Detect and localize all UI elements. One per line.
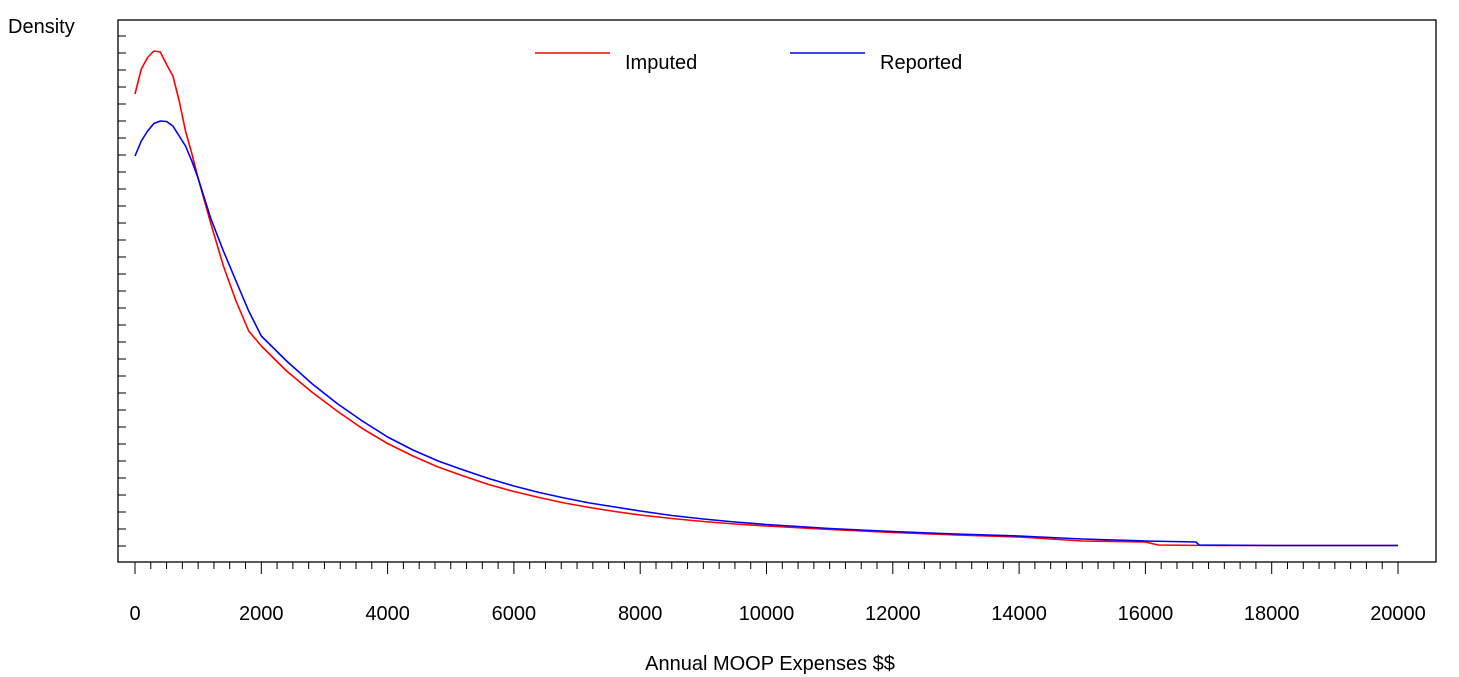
legend-label-imputed: Imputed: [625, 52, 697, 74]
x-axis-tick-labels: 0 2000 4000 6000 8000 10000 12000 14000 16000 180…: [129, 603, 1425, 625]
x-tick-label: 8000: [618, 603, 663, 625]
x-axis-title: Annual MOOP Expenses $$: [645, 653, 895, 675]
series-line-reported: [134, 120, 1398, 547]
x-tick-label: 12000: [865, 603, 921, 625]
x-tick-label: 16000: [1118, 603, 1174, 625]
x-tick-label: 6000: [492, 603, 537, 625]
series-line-imputed: [134, 50, 1398, 547]
legend: Imputed Reported: [535, 52, 962, 74]
x-tick-label: 4000: [365, 603, 410, 625]
x-tick-label: 14000: [991, 603, 1047, 625]
y-axis-ticks: [118, 35, 126, 547]
legend-label-reported: Reported: [880, 52, 962, 74]
y-axis-title: Density: [8, 16, 75, 38]
series-layer: [134, 50, 1398, 547]
x-tick-label: 20000: [1370, 603, 1426, 625]
x-tick-label: 2000: [239, 603, 284, 625]
plot-frame: [117, 19, 1437, 563]
x-tick-label: 0: [129, 603, 140, 625]
x-tick-label: 10000: [739, 603, 795, 625]
x-axis-ticks: [134, 562, 1399, 574]
x-tick-label: 18000: [1244, 603, 1300, 625]
